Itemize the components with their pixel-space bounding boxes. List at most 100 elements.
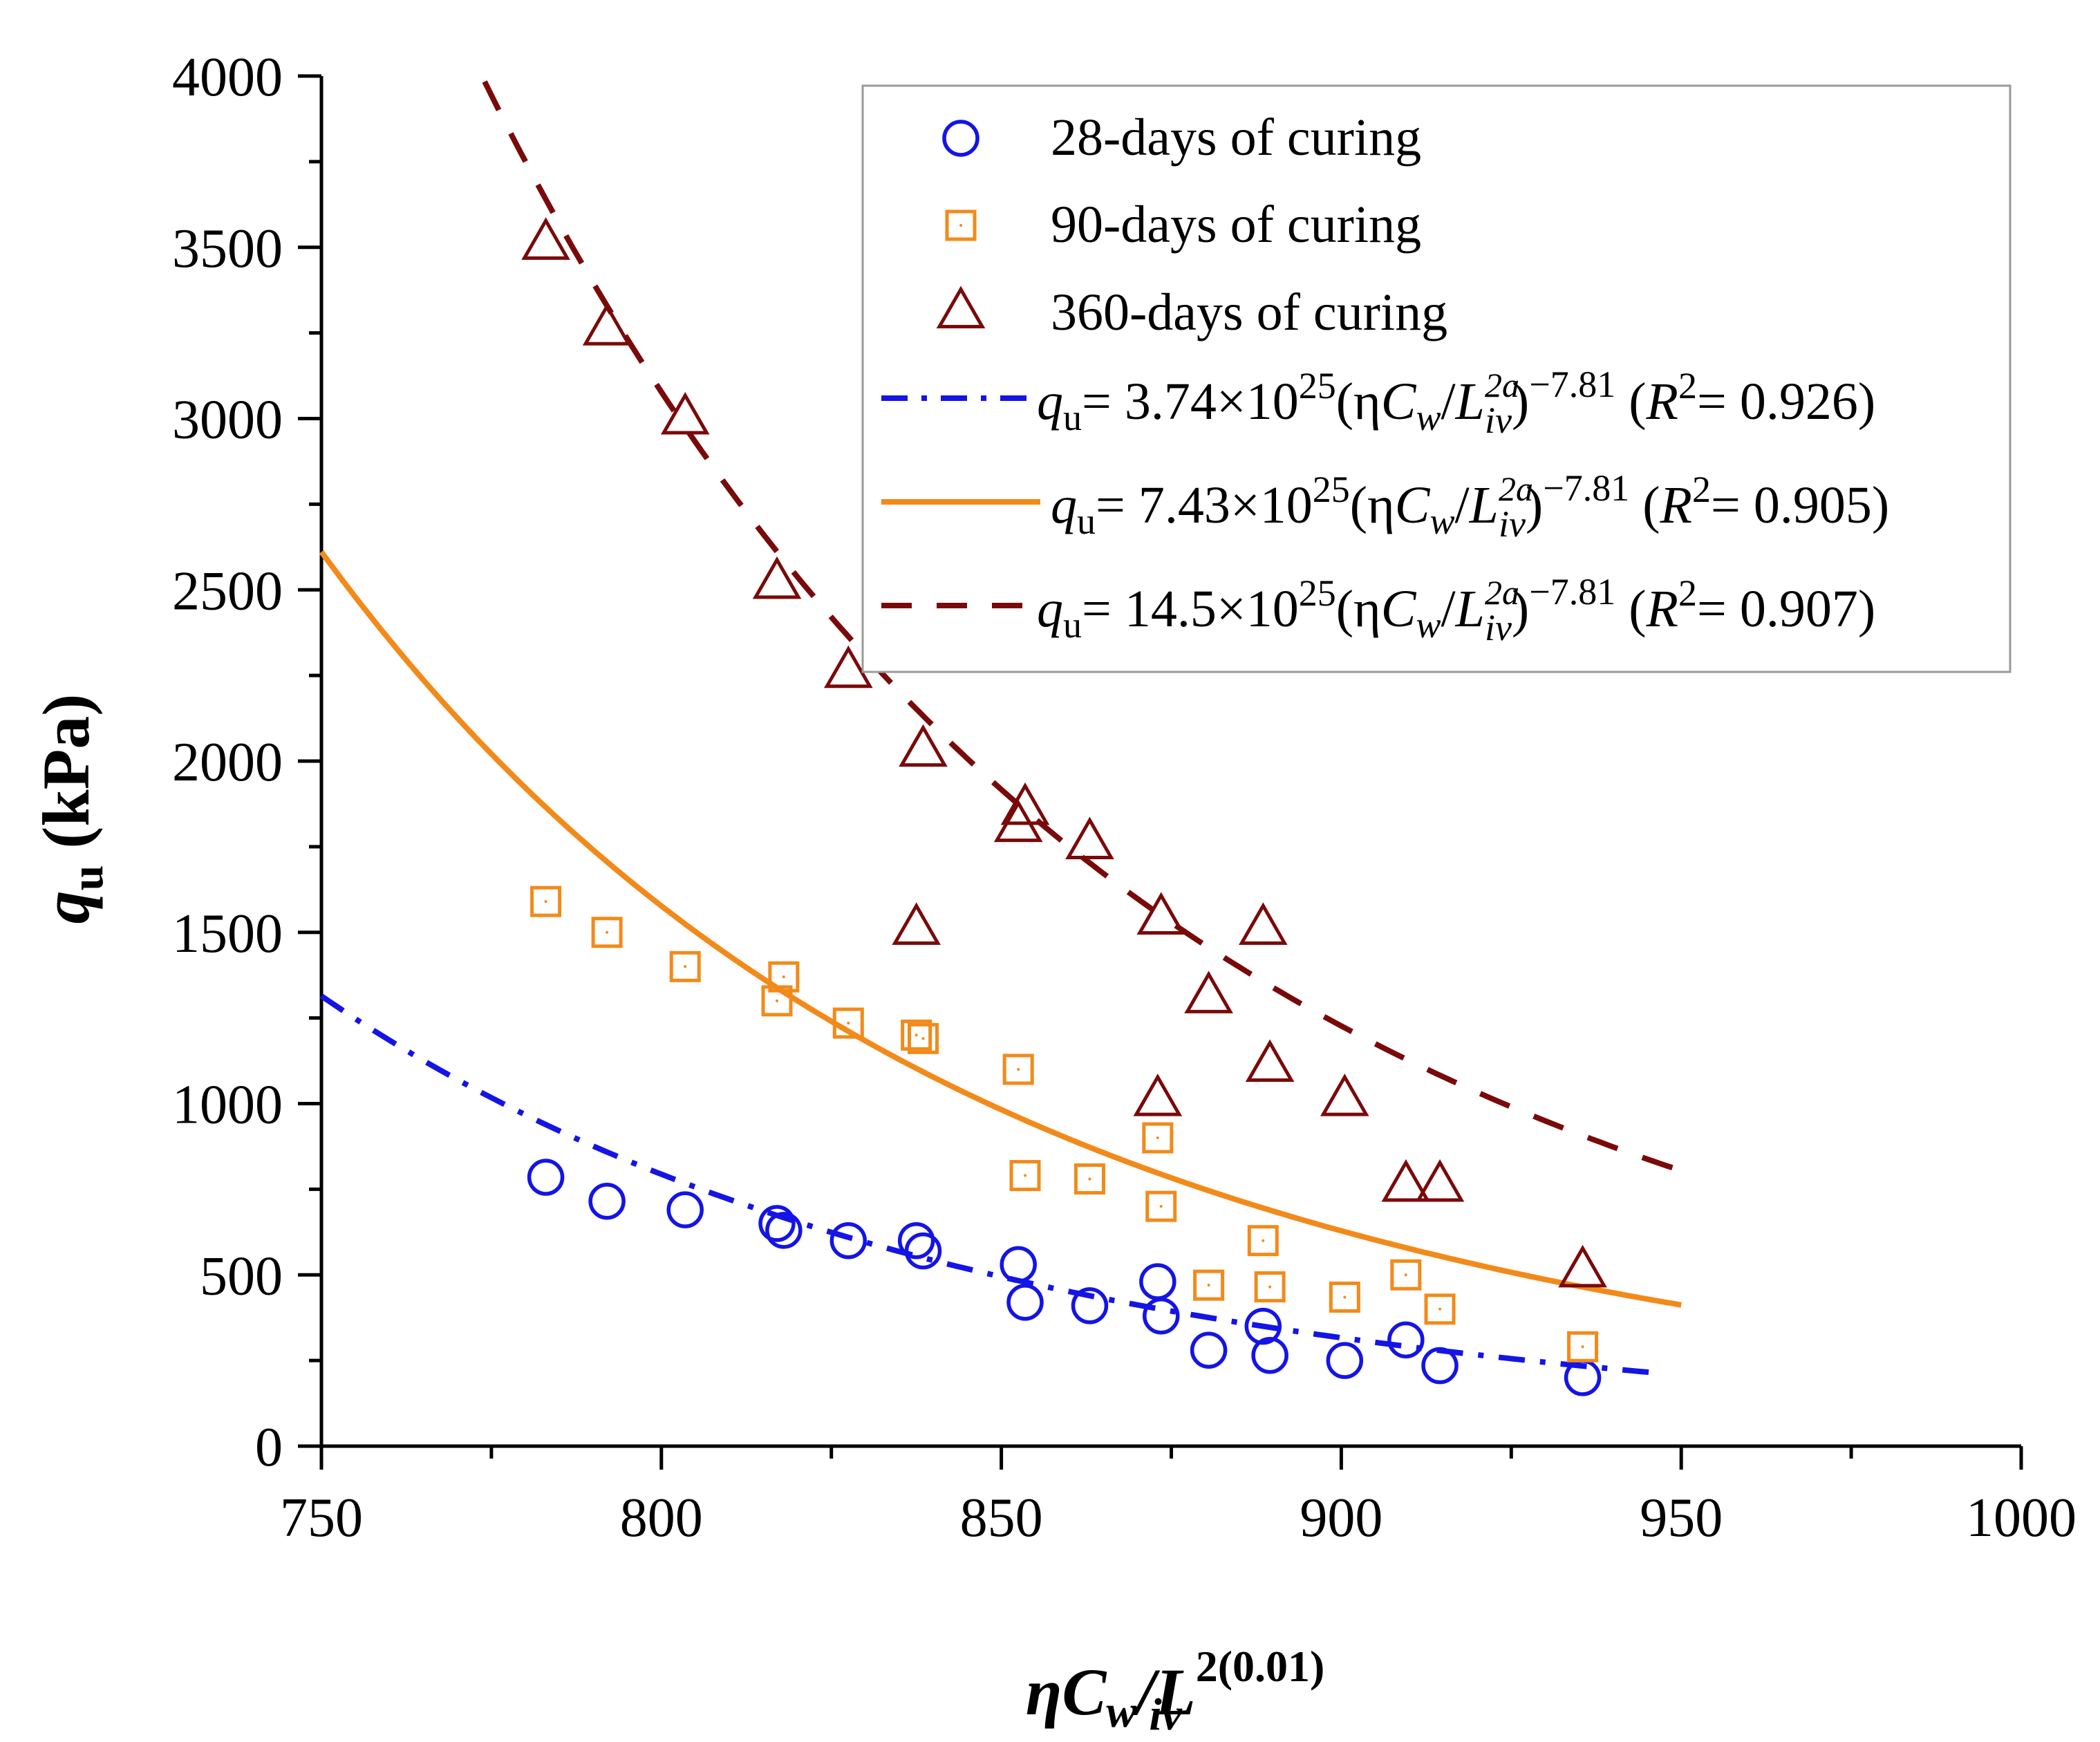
legend-fit-R: R xyxy=(1660,476,1692,534)
y-axis-title: qu (kPa) xyxy=(29,694,113,924)
x-tick-label: 950 xyxy=(1640,1488,1723,1548)
point-circle-2 xyxy=(666,1191,704,1228)
point-triangle-5 xyxy=(892,902,941,945)
y-tick-label: 3000 xyxy=(172,390,283,451)
point-triangle-15 xyxy=(1320,1074,1369,1116)
y-tick-label: 2500 xyxy=(172,561,283,621)
point-triangle-9 xyxy=(1065,816,1114,859)
y-title-sub-u: u xyxy=(62,865,113,891)
legend: 28-days of curing 90-days of curing 360-… xyxy=(861,84,2012,673)
point-triangle-6 xyxy=(899,724,948,767)
legend-fit-L: L xyxy=(1455,373,1485,431)
point-triangle-18 xyxy=(1558,1244,1607,1288)
legend-fit-L: L xyxy=(1455,580,1485,638)
legend-fit-close: ) xyxy=(1512,373,1529,431)
legend-fit-power: −7.81 xyxy=(1529,364,1615,405)
point-square-19 xyxy=(1567,1331,1599,1362)
point-circle-0 xyxy=(527,1159,565,1196)
legend-fit-C: C xyxy=(1381,373,1417,431)
legend-fit-label-0: qu= 3.74×1025(ηCw/L2a iv)−7.81 (R2= 0.926… xyxy=(1037,364,1875,441)
point-circle-9 xyxy=(1006,1284,1044,1321)
point-circle-13 xyxy=(1190,1331,1228,1369)
fit-curve-0 xyxy=(319,993,1662,1376)
legend-fit-sub-u: u xyxy=(1063,604,1082,646)
x-tick-label: 800 xyxy=(620,1488,703,1548)
legend-fit-R-sup: 2 xyxy=(1678,572,1697,614)
point-square-12 xyxy=(1145,1190,1177,1222)
legend-fit-R: R xyxy=(1646,373,1678,431)
point-circle-3 xyxy=(758,1205,796,1242)
point-square-8-dot xyxy=(1017,1067,1020,1071)
point-square-2-dot xyxy=(684,965,687,968)
point-triangle-4 xyxy=(823,645,873,689)
point-square-18-dot xyxy=(1438,1307,1442,1311)
point-square-15 xyxy=(1254,1271,1286,1303)
point-square-16 xyxy=(1329,1281,1360,1313)
point-square-11-dot xyxy=(1156,1136,1159,1140)
legend-fit-R: R xyxy=(1646,580,1678,638)
point-square-15-dot xyxy=(1268,1285,1272,1289)
point-circle-12 xyxy=(1142,1297,1180,1335)
point-circle-11 xyxy=(1139,1263,1176,1300)
point-square-17 xyxy=(1390,1259,1422,1291)
point-triangle-16 xyxy=(1381,1159,1431,1202)
x-tick-label: 750 xyxy=(280,1488,363,1548)
x-tick-label: 850 xyxy=(960,1488,1043,1548)
axis-ticks: 750 800 850 900 950 1000 0 500 1000 1500 2000 2500 3… xyxy=(172,47,2076,1548)
legend-fit-paren: (η xyxy=(1336,580,1381,638)
y-tick-label: 1500 xyxy=(172,903,283,964)
legend-fit-power: −7.81 xyxy=(1529,571,1615,612)
point-square-11 xyxy=(1142,1122,1174,1154)
legend-fit-close: ) xyxy=(1512,580,1529,638)
point-triangle-8 xyxy=(1000,782,1050,825)
point-triangle-0 xyxy=(521,217,570,260)
y-tick-label: 500 xyxy=(200,1246,283,1306)
x-title-sub-iv: iv xyxy=(1149,1689,1182,1740)
point-triangle-13 xyxy=(1238,902,1288,945)
legend-fit-sub-u: u xyxy=(1063,397,1082,438)
legend-fit-R-sup: 2 xyxy=(1692,469,1711,510)
legend-fit-sup-2a: 2a xyxy=(1485,366,1519,404)
legend-label-360d: 360-days of curing xyxy=(1051,283,1447,341)
point-square-5 xyxy=(832,1007,864,1039)
legend-fit-q: q xyxy=(1037,580,1063,638)
legend-fit-C: C xyxy=(1381,580,1417,638)
y-tick-label: 1000 xyxy=(172,1075,283,1136)
legend-fit-slash: / xyxy=(1455,476,1470,534)
legend-fit-q: q xyxy=(1037,373,1063,431)
point-triangle-12 xyxy=(1184,971,1233,1013)
legend-fit-exp: 25 xyxy=(1299,572,1336,614)
legend-fit-sub-w: w xyxy=(1430,500,1455,542)
y-title-unit: (kPa) xyxy=(29,694,103,849)
point-circle-14 xyxy=(1244,1307,1282,1345)
legend-fit-exp: 25 xyxy=(1299,365,1336,406)
legend-fit-sup-2a: 2a xyxy=(1485,573,1519,612)
point-square-17-dot xyxy=(1404,1273,1407,1277)
point-square-7 xyxy=(907,1022,939,1054)
point-square-6-dot xyxy=(915,1033,918,1037)
point-square-1-dot xyxy=(606,930,609,934)
legend-fit-r2-value: = 0.907) xyxy=(1697,580,1875,638)
legend-fit-power: −7.81 xyxy=(1543,467,1629,509)
legend-fit-r2-open: ( xyxy=(1629,476,1660,534)
x-title-sub-w: w xyxy=(1106,1687,1137,1737)
point-circle-6 xyxy=(897,1221,935,1259)
legend-fit-L: L xyxy=(1469,476,1499,534)
fit-curve-1 xyxy=(319,550,1682,1308)
legend-fit-slash: / xyxy=(1441,373,1456,431)
legend-fit-sup-2a: 2a xyxy=(1499,469,1533,508)
point-square-12-dot xyxy=(1159,1205,1163,1208)
point-square-7-dot xyxy=(921,1037,925,1040)
legend-fit-sub-w: w xyxy=(1416,604,1441,646)
point-square-10-dot xyxy=(1088,1177,1091,1181)
point-square-4-dot xyxy=(782,975,785,979)
point-triangle-14 xyxy=(1245,1039,1295,1083)
legend-fit-r2-value: = 0.905) xyxy=(1711,476,1889,534)
point-circle-17 xyxy=(1387,1321,1425,1359)
point-circle-10 xyxy=(1071,1287,1109,1324)
legend-fit-label-1: qu= 7.43×1025(ηCw/L2a iv)−7.81 (R2= 0.905… xyxy=(1051,467,1889,545)
point-triangle-3 xyxy=(752,556,802,599)
legend-label-90d: 90-days of curing xyxy=(1051,196,1421,254)
point-square-0-dot xyxy=(544,900,547,903)
